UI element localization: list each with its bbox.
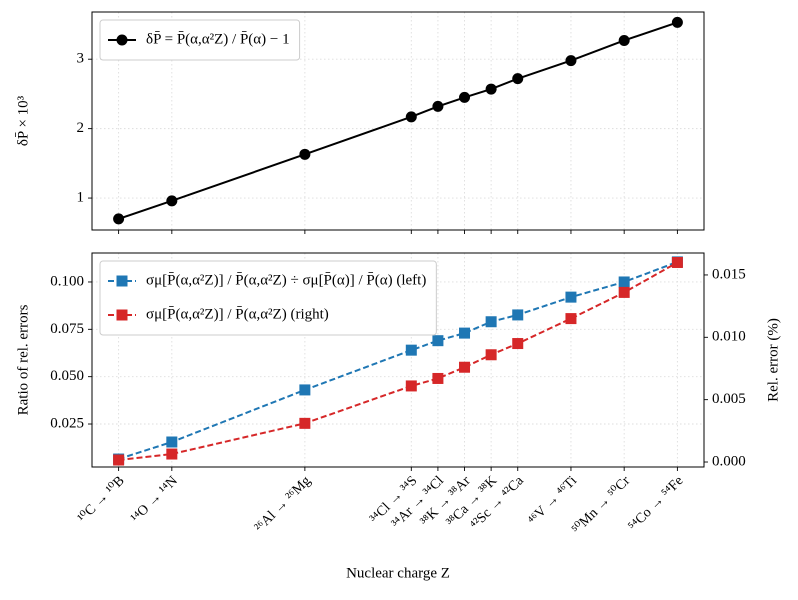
marker: [459, 91, 471, 103]
legend-marker: [116, 309, 128, 321]
series-line: [118, 260, 678, 460]
marker: [405, 344, 417, 356]
marker: [485, 349, 497, 361]
y2-tick-label: 0.000: [712, 453, 746, 469]
marker: [512, 309, 524, 321]
legend-box: [99, 260, 437, 336]
plot-frame: [91, 11, 705, 231]
x-tick-label: ⁵⁰Mn → ⁵⁰Cr: [569, 473, 633, 537]
marker: [432, 372, 444, 384]
y-axis-label: Ratio of rel. errors: [15, 304, 31, 415]
plot-frame: [91, 252, 705, 468]
legend-marker: [116, 34, 128, 46]
x-tick-label: ¹⁰C → ¹⁰B: [75, 473, 128, 526]
y-tick-label: 0.025: [50, 415, 84, 431]
x-tick-label: ²⁶Al → ²⁶Mg: [252, 473, 314, 535]
marker: [299, 384, 311, 396]
y2-tick-label: 0.010: [712, 329, 746, 345]
y-tick-label: 1: [77, 190, 85, 206]
legend: σμ[P̄(α,α²Z)] / P̄(α,α²Z) ÷ σμ[P̄(α)] / …: [99, 260, 437, 336]
legend-label: σμ[P̄(α,α²Z)] / P̄(α,α²Z) ÷ σμ[P̄(α)] / …: [146, 272, 426, 288]
marker: [459, 361, 471, 373]
marker: [113, 213, 125, 225]
marker: [113, 454, 125, 466]
y2-axis-label: Rel. error (%): [765, 318, 781, 402]
x-tick-label: ⁵⁴Co → ⁵⁴Fe: [626, 473, 687, 534]
marker: [405, 380, 417, 392]
marker: [485, 316, 497, 328]
marker: [618, 286, 630, 298]
x-tick-label: ¹⁴O → ¹⁴N: [128, 473, 181, 526]
marker: [671, 256, 683, 268]
legend-box: [99, 19, 301, 61]
legend-label: δP̄ = P̄(α,α²Z) / P̄(α) − 1: [146, 31, 290, 47]
y2-tick-label: 0.005: [712, 391, 746, 407]
y-tick-label: 0.075: [50, 321, 84, 337]
marker: [485, 83, 497, 95]
marker: [166, 448, 178, 460]
marker: [565, 291, 577, 303]
marker: [618, 276, 630, 288]
marker: [565, 313, 577, 325]
marker: [166, 195, 178, 207]
legend-marker: [116, 275, 128, 287]
marker: [459, 327, 471, 339]
y-tick-label: 2: [77, 120, 85, 136]
marker: [299, 148, 311, 160]
marker: [299, 417, 311, 429]
marker: [166, 436, 178, 448]
x-tick-label: ⁴⁶V → ⁴⁶Ti: [525, 473, 580, 528]
marker: [432, 100, 444, 112]
marker: [565, 55, 577, 67]
marker: [618, 34, 630, 46]
x-axis-label: Nuclear charge Z: [346, 565, 450, 581]
marker: [432, 335, 444, 347]
legend: δP̄ = P̄(α,α²Z) / P̄(α) − 1: [99, 19, 301, 61]
marker: [512, 338, 524, 350]
y-tick-label: 0.050: [50, 368, 84, 384]
marker: [512, 73, 524, 85]
marker: [405, 111, 417, 123]
y-tick-label: 3: [77, 51, 85, 67]
y-axis-label: δP̄ × 10³: [15, 95, 31, 146]
legend-label: σμ[P̄(α,α²Z)] / P̄(α,α²Z) (right): [146, 306, 329, 322]
marker: [671, 16, 683, 28]
y-tick-label: 0.100: [50, 273, 84, 289]
y2-tick-label: 0.015: [712, 266, 746, 282]
series-line: [118, 261, 678, 462]
